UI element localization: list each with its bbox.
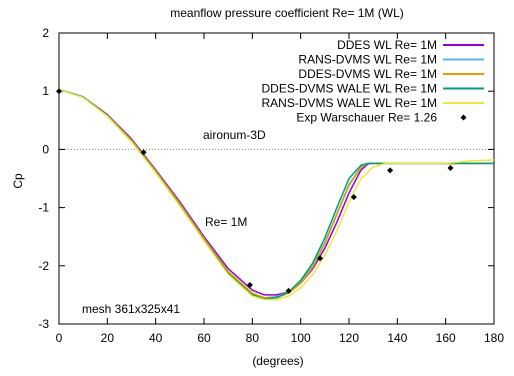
plot-frame xyxy=(58,32,495,325)
exp-data-point xyxy=(285,287,292,294)
chart-title: meanflow pressure coefficient Re= 1M (WL… xyxy=(170,6,404,20)
exp-data-point xyxy=(317,255,323,262)
exp-data-point xyxy=(246,282,253,289)
legend-label: DDES-DVMS WALE WL Re= 1M xyxy=(262,82,437,96)
x-tick-label: 40 xyxy=(149,331,163,345)
x-tick-label: 0 xyxy=(56,331,63,345)
y-tick-label: 1 xyxy=(42,84,49,98)
legend-label: RANS-DVMS WALE WL Re= 1M xyxy=(262,96,437,110)
y-axis-label: Cp xyxy=(11,173,25,189)
legend-label: DDES WL Re= 1M xyxy=(337,38,437,52)
plot-area: 0 20 40 60 80 100 120 140 160 180 -3 -2 -1 0 1 2 xyxy=(38,26,504,345)
x-tick-label: 100 xyxy=(291,331,311,345)
x-tick-label: 80 xyxy=(246,331,260,345)
legend-label: DDES-DVMS WL Re= 1M xyxy=(298,67,437,81)
x-tick-label: 160 xyxy=(436,331,456,345)
annotation-mesh: mesh 361x325x41 xyxy=(82,302,180,316)
x-tick-label: 20 xyxy=(101,331,115,345)
series-line xyxy=(59,88,494,301)
y-tick-label: 2 xyxy=(42,26,49,40)
exp-data-point xyxy=(140,149,147,156)
legend-label: RANS-DVMS WL Re= 1M xyxy=(298,53,437,67)
y-tick-label: -2 xyxy=(38,259,49,273)
x-axis-label: (degrees) xyxy=(252,354,303,368)
legend-label: Exp Warschauer Re= 1.26 xyxy=(296,111,437,125)
x-tick-label: 180 xyxy=(484,331,504,345)
exp-data-point xyxy=(447,165,454,172)
x-tick-label: 140 xyxy=(387,331,407,345)
annotation-reynolds: Re= 1M xyxy=(205,215,247,229)
x-tick-label: 120 xyxy=(339,331,359,345)
exp-data-point xyxy=(56,88,62,95)
y-tick-label: 0 xyxy=(42,142,49,156)
exp-data-point xyxy=(387,167,394,174)
exp-data-point xyxy=(350,194,357,201)
legend-marker xyxy=(460,114,467,121)
y-tick-label: -1 xyxy=(38,201,49,215)
annotation-aironum: aironum-3D xyxy=(203,128,266,142)
x-tick-label: 60 xyxy=(197,331,211,345)
y-tick-label: -3 xyxy=(38,317,49,331)
